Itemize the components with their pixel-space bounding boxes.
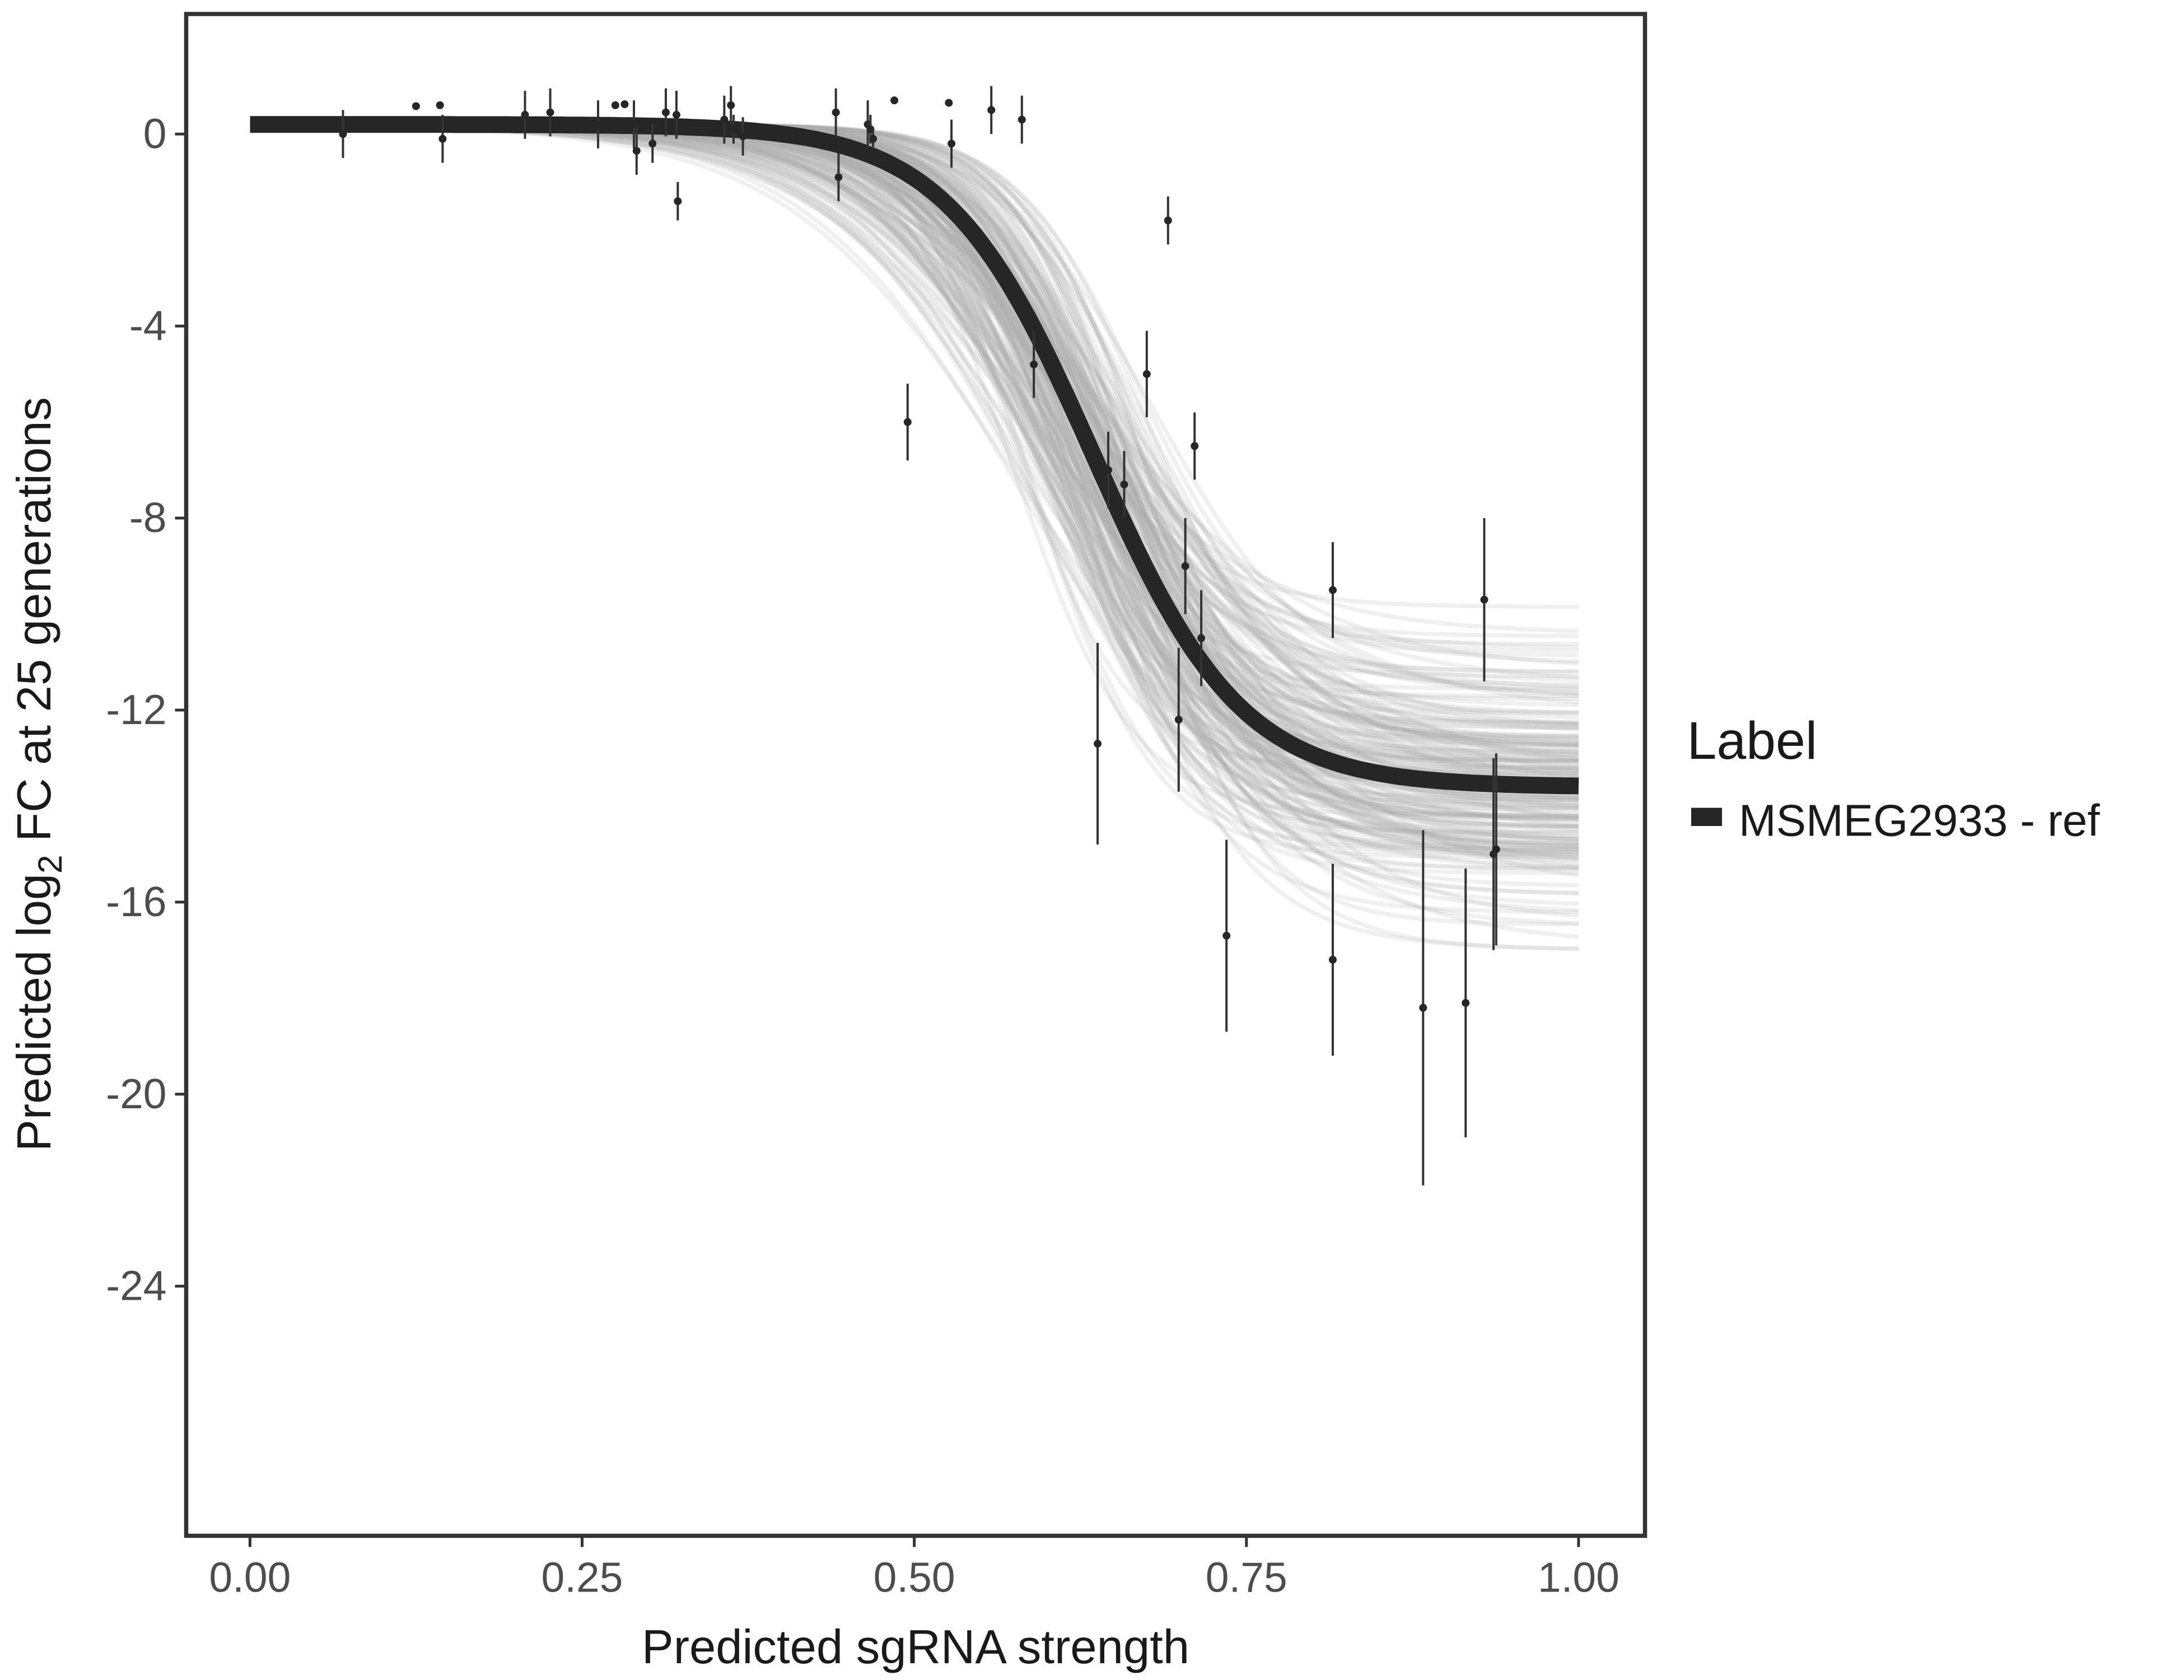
data-point <box>412 102 420 110</box>
data-point <box>948 139 956 148</box>
data-point <box>832 108 840 116</box>
fit-curve <box>250 116 1579 795</box>
legend: Label MSMEG2933 - ref <box>1687 711 2101 846</box>
data-point <box>1222 931 1231 940</box>
data-point <box>1197 634 1206 642</box>
data-point <box>890 96 899 105</box>
data-point <box>648 139 657 148</box>
data-point <box>869 134 878 143</box>
data-point <box>1018 115 1026 124</box>
data-point <box>1104 466 1113 474</box>
legend-key <box>1691 808 1722 826</box>
data-point <box>1492 845 1500 853</box>
data-point <box>1181 562 1189 570</box>
data-point <box>1094 740 1102 748</box>
legend-label: MSMEG2933 - ref <box>1739 796 2100 846</box>
data-point <box>1142 370 1151 378</box>
data-point <box>720 115 729 124</box>
data-point <box>903 418 912 426</box>
y-tick-label: -24 <box>106 1262 166 1309</box>
data-point <box>1174 716 1183 724</box>
data-point <box>1164 216 1172 225</box>
y-tick-label: -8 <box>129 494 167 541</box>
x-tick-label: 0.25 <box>542 1554 623 1601</box>
data-point <box>987 106 996 114</box>
data-point <box>1480 595 1488 604</box>
data-point <box>739 132 747 141</box>
y-axis-title-subscript: 2 <box>31 855 69 873</box>
x-tick-label: 0.00 <box>209 1554 291 1601</box>
y-tick-label: -4 <box>129 302 167 349</box>
data-point <box>620 100 629 109</box>
data-point <box>1462 998 1470 1007</box>
y-axis-title: Predicted log2 FC at 25 generations <box>8 397 69 1151</box>
data-point <box>632 147 641 155</box>
data-points <box>339 86 1500 1186</box>
x-axis-title: Predicted sgRNA strength <box>642 1621 1189 1674</box>
x-tick-label: 0.75 <box>1206 1554 1287 1601</box>
data-point <box>674 197 682 206</box>
data-point <box>546 108 554 116</box>
x-axis: 0.00 0.25 0.50 0.75 1.00 <box>209 1536 1620 1601</box>
data-point <box>521 111 529 119</box>
y-axis: 0 -4 -8 -12 -16 -20 -24 <box>106 110 186 1309</box>
legend-title: Label <box>1687 711 1817 771</box>
data-point <box>339 130 347 138</box>
x-tick-label: 1.00 <box>1538 1554 1620 1601</box>
data-point <box>672 111 680 119</box>
y-axis-title-suffix: FC at 25 generations <box>8 397 61 855</box>
y-axis-title-prefix: Predicted log <box>8 874 61 1151</box>
y-tick-label: 0 <box>143 110 167 157</box>
data-point <box>945 99 953 107</box>
data-point <box>661 108 670 116</box>
data-point <box>727 101 735 109</box>
x-tick-label: 0.50 <box>874 1554 955 1601</box>
y-tick-label: -12 <box>106 686 166 733</box>
data-point <box>729 125 738 133</box>
data-point <box>611 101 619 109</box>
posterior-draws <box>250 122 1579 951</box>
data-point <box>1030 360 1038 368</box>
data-point <box>1120 480 1128 489</box>
y-tick-label: -20 <box>106 1070 166 1117</box>
data-point <box>1328 955 1337 964</box>
data-point <box>594 120 602 129</box>
data-point <box>438 134 447 143</box>
data-point <box>630 120 638 129</box>
data-point <box>834 173 843 181</box>
data-point <box>436 101 444 109</box>
y-tick-label: -16 <box>106 878 166 925</box>
data-point <box>1191 442 1199 450</box>
data-point <box>1328 586 1337 594</box>
data-point <box>1419 1004 1427 1012</box>
